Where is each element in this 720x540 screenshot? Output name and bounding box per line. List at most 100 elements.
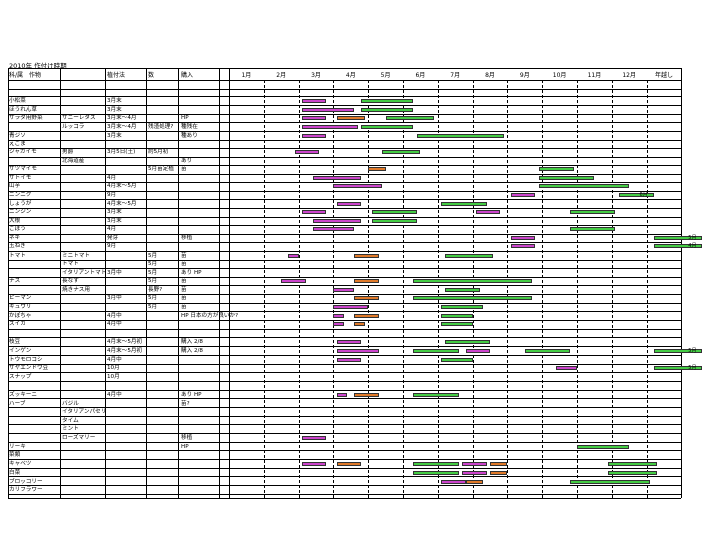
crop-variety: イタリアントマト: [62, 270, 107, 276]
row-line: [8, 424, 682, 425]
month-header: 4月: [345, 72, 356, 79]
planting-method: 3月中: [107, 270, 122, 276]
schedule-bar-harvest: [371, 210, 417, 214]
schedule-bar-harvest: [653, 366, 703, 370]
header-purchase: 購入: [181, 72, 194, 79]
schedule-bar-harvest: [444, 288, 480, 292]
crop-family: ニンジン: [9, 209, 32, 215]
crop-family: リーキ: [9, 444, 26, 450]
crop-family: 白菜: [9, 470, 21, 476]
crop-count: 5月: [148, 304, 158, 310]
schedule-bar-harvest: [385, 116, 435, 120]
schedule-bar-plant: [465, 480, 484, 484]
crop-variety: バジル: [62, 401, 79, 407]
month-header: 8月: [485, 72, 495, 79]
row-line: [8, 68, 682, 69]
row-line: [8, 225, 682, 226]
month-divider: [507, 80, 509, 498]
row-line: [8, 89, 682, 90]
crop-variety: ローズマリー: [62, 435, 96, 441]
schedule-bar-plant: [336, 462, 362, 466]
schedule-bar-harvest: [608, 462, 658, 466]
planting-method: 10月: [107, 374, 120, 380]
month-header: 年越し: [654, 72, 673, 79]
schedule-bar-sow: [312, 219, 362, 223]
row-line: [8, 355, 682, 356]
bar-label: 4月: [688, 243, 697, 249]
planting-method: 4月: [107, 226, 117, 232]
crop-family: 玉ねぎ: [9, 243, 26, 249]
crop-count: 5月苗定植: [148, 166, 174, 172]
month-divider: [542, 80, 544, 498]
crop-family: ズッキーニ: [9, 392, 37, 398]
row-line: [8, 114, 682, 115]
schedule-bar-sow: [465, 349, 490, 353]
month-header: 10月: [552, 72, 567, 79]
schedule-bar-harvest: [413, 462, 459, 466]
schedule-bar-harvest: [444, 254, 494, 258]
purchase-note: 種残在: [181, 124, 198, 130]
schedule-bar-harvest: [361, 108, 414, 112]
schedule-bar-sow: [510, 193, 536, 197]
crop-family: スナップ: [9, 374, 32, 380]
row-line: [8, 416, 682, 417]
row-line: [8, 140, 682, 141]
crop-family: サトイモ: [9, 175, 32, 181]
month-divider: [403, 80, 404, 498]
planting-method: 4月末〜5月: [107, 183, 137, 189]
schedule-bar-harvest: [444, 340, 490, 344]
row-line: [8, 494, 682, 495]
planting-method: 3月末〜4月: [107, 124, 137, 130]
planting-method: 4月中: [107, 313, 122, 319]
row-line: [8, 337, 682, 338]
schedule-bar-harvest: [653, 244, 703, 248]
row-line: [8, 174, 682, 175]
crop-count: 5月: [148, 261, 158, 267]
crop-family: スイカ: [9, 321, 26, 327]
header-count: 数: [148, 72, 155, 79]
schedule-bar-harvest: [538, 184, 630, 188]
row-line: [8, 80, 682, 81]
crop-family: サラダ用野菜: [9, 115, 43, 121]
planting-method: 3月末: [107, 209, 122, 215]
schedule-bar-sow: [462, 471, 487, 475]
row-line: [8, 131, 682, 132]
month-header: 5月: [380, 72, 391, 79]
purchase-note: 移植: [181, 235, 193, 241]
schedule-bar-harvest: [413, 296, 532, 300]
schedule-bar-harvest: [441, 358, 473, 362]
planting-method: 3月末: [107, 218, 122, 224]
month-divider: [368, 80, 370, 498]
row-line: [8, 311, 682, 312]
month-divider: [577, 80, 578, 498]
schedule-bar-harvest: [570, 210, 616, 214]
schedule-bar-sow: [302, 462, 327, 466]
row-line: [8, 157, 682, 158]
schedule-bar-harvest: [577, 445, 630, 449]
purchase-note: HP 日本の方が良いか?: [181, 313, 239, 319]
schedule-bar-harvest: [618, 193, 654, 197]
purchase-note: 苗: [181, 304, 187, 310]
row-line: [8, 364, 682, 365]
schedule-bar-sow: [476, 210, 501, 214]
schedule-bar-sow: [441, 480, 466, 484]
bar-label: 5月: [688, 235, 697, 241]
purchase-note: 移植: [181, 435, 193, 441]
schedule-bar-sow: [336, 349, 379, 353]
schedule-bar-harvest: [570, 480, 651, 484]
bar-label: 6月: [639, 192, 648, 198]
row-line: [8, 165, 682, 166]
schedule-bar-sow: [302, 108, 355, 112]
row-line: [8, 260, 682, 261]
row-line: [8, 217, 682, 218]
schedule-bar-sow: [312, 227, 355, 231]
month-header: 12月: [622, 72, 636, 79]
schedule-bar-plant: [368, 167, 386, 171]
crop-variety: ミニトマト: [62, 253, 90, 259]
planting-method: 4月: [107, 175, 117, 181]
row-line: [8, 191, 682, 192]
row-line: [8, 242, 682, 243]
month-header: 2月: [276, 72, 287, 79]
planting-method: 3月末〜4月: [107, 115, 137, 121]
header-crop: 作物: [29, 72, 42, 79]
